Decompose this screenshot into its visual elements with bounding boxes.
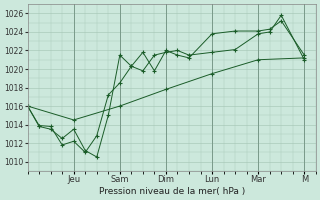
X-axis label: Pression niveau de la mer( hPa ): Pression niveau de la mer( hPa )	[99, 187, 245, 196]
